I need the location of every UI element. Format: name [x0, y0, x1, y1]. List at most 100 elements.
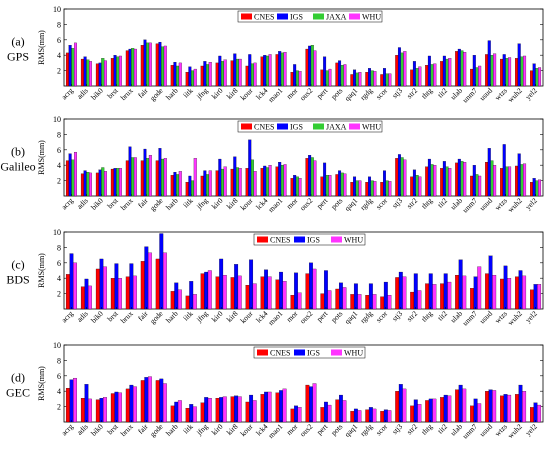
bar-igs-mao1 [278, 51, 282, 87]
bar-whu-wtzs [508, 57, 512, 87]
bar-whu-brux [133, 48, 137, 87]
y-tick-label: 4 [57, 51, 61, 60]
y-tick-label: 8 [57, 20, 61, 29]
bar-cnes-ous2 [305, 273, 310, 310]
x-tick-label: iitk [181, 422, 195, 436]
bar-igs-scor [383, 281, 388, 310]
bar-igs-rgdg [368, 176, 371, 197]
bar-jaxa-brst [116, 168, 120, 197]
bar-whu-scor [388, 181, 392, 197]
x-tick-label: ous2 [298, 422, 315, 439]
bar-cnes-brux [125, 388, 130, 423]
y-tick-label: 4 [57, 274, 61, 283]
bar-cnes-brst [110, 278, 115, 310]
x-tick-label: adis [75, 86, 90, 101]
x-tick-label: brst [105, 195, 120, 210]
bar-igs-iitk [188, 175, 192, 197]
bar-igs-tit2 [442, 55, 446, 87]
bar-whu-qaq1 [357, 294, 362, 310]
x-tick-label: kir8 [225, 309, 240, 324]
bar-whu-wuh2 [522, 391, 527, 423]
legend-box [237, 10, 383, 23]
bar-jaxa-yel2 [535, 180, 539, 197]
bar-jaxa-kir8 [236, 167, 239, 197]
bar-whu-brst [118, 168, 122, 197]
bar-jaxa-yel2 [535, 68, 539, 87]
y-tick-label: 8 [57, 356, 61, 365]
bar-whu-scor [387, 295, 392, 310]
bar-jaxa-wuh2 [520, 164, 524, 197]
x-tick-label: iitk [181, 196, 195, 210]
bar-igs-brux [129, 263, 134, 310]
bar-igs-fair [144, 246, 149, 310]
bar-igs-ulab [458, 384, 463, 423]
bar-cnes-rgdg [365, 72, 369, 87]
legend-swatch-igs [294, 349, 305, 356]
bar-cnes-kir0 [215, 276, 220, 310]
bar-whu-iitk [193, 68, 197, 87]
bar-whu-fair [148, 155, 152, 197]
bar-whu-jfng [207, 270, 212, 310]
bar-igs-adis [84, 278, 89, 310]
bar-cnes-pots [335, 288, 340, 310]
bar-cnes-harb [170, 175, 174, 197]
bar-cnes-qaq1 [350, 74, 354, 87]
x-tick-label: tit2 [436, 196, 450, 210]
bar-igs-jfng [203, 61, 207, 87]
bar-igs-scor [383, 68, 386, 87]
x-tick-label: wuh2 [506, 422, 524, 440]
bar-cnes-wuh2 [515, 276, 519, 310]
bar-igs-rgdg [368, 283, 373, 310]
bar-cnes-fair [140, 160, 144, 197]
bar-jaxa-lck4 [265, 55, 269, 87]
bar-whu-scor [388, 73, 392, 87]
bar-igs-unm7 [473, 398, 478, 423]
x-tick-label: kir8 [225, 196, 240, 211]
bar-whu-str2 [417, 290, 422, 310]
legend-swatch-jaxa [313, 13, 324, 20]
x-tick-label: str2 [405, 422, 419, 436]
bar-cnes-pert [320, 69, 324, 87]
bar-whu-kir8 [238, 168, 242, 197]
y-tick-label: 2 [57, 177, 61, 186]
x-tick-label: str2 [405, 196, 419, 210]
bar-cnes-fair [140, 380, 145, 423]
x-tick-label: scor [374, 196, 390, 212]
x-tick-label: scor [374, 309, 390, 325]
bar-igs-adis [84, 384, 89, 423]
panel-system-name: GPS [7, 50, 29, 64]
y-axis-label: RMS(mm) [37, 30, 46, 65]
bar-cnes-jfng [200, 65, 204, 87]
bar-cnes-rgdg [365, 182, 369, 197]
bar-igs-kir0 [219, 397, 224, 423]
bar-whu-mor [298, 71, 302, 87]
bar-cnes-ous2 [305, 48, 309, 87]
bar-igs-gode [158, 41, 162, 87]
legend-swatch-cnes [241, 123, 252, 130]
bar-whu-ulab [462, 388, 467, 423]
x-tick-label: stj3 [390, 196, 404, 210]
bar-cnes-iitk [185, 72, 189, 87]
bar-jaxa-qaq1 [355, 180, 359, 197]
legend-swatch-whu [331, 349, 342, 356]
bar-whu-usud [492, 274, 497, 310]
x-tick-label: wuh2 [506, 86, 524, 104]
x-tick-label: thtg [420, 422, 435, 437]
bar-cnes-pots [335, 174, 339, 197]
x-tick-label: mao1 [266, 196, 284, 214]
bar-whu-rgdg [372, 294, 377, 310]
bar-cnes-ulab [455, 51, 459, 87]
bar-whu-lck4 [268, 165, 272, 197]
x-tick-label: mor [285, 309, 300, 324]
bar-cnes-gode [155, 258, 160, 310]
y-tick-label: 6 [57, 259, 61, 268]
x-tick-label: jfng [194, 86, 210, 102]
x-tick-label: qaq1 [343, 196, 360, 213]
bar-jaxa-tit2 [445, 166, 449, 197]
bar-whu-unm7 [478, 175, 482, 197]
bar-cnes-bik0 [95, 268, 100, 310]
bar-cnes-mao1 [275, 392, 280, 423]
x-tick-label: kir0 [210, 86, 225, 101]
bar-igs-wtzs [502, 144, 506, 197]
bar-cnes-kir0 [215, 398, 220, 423]
